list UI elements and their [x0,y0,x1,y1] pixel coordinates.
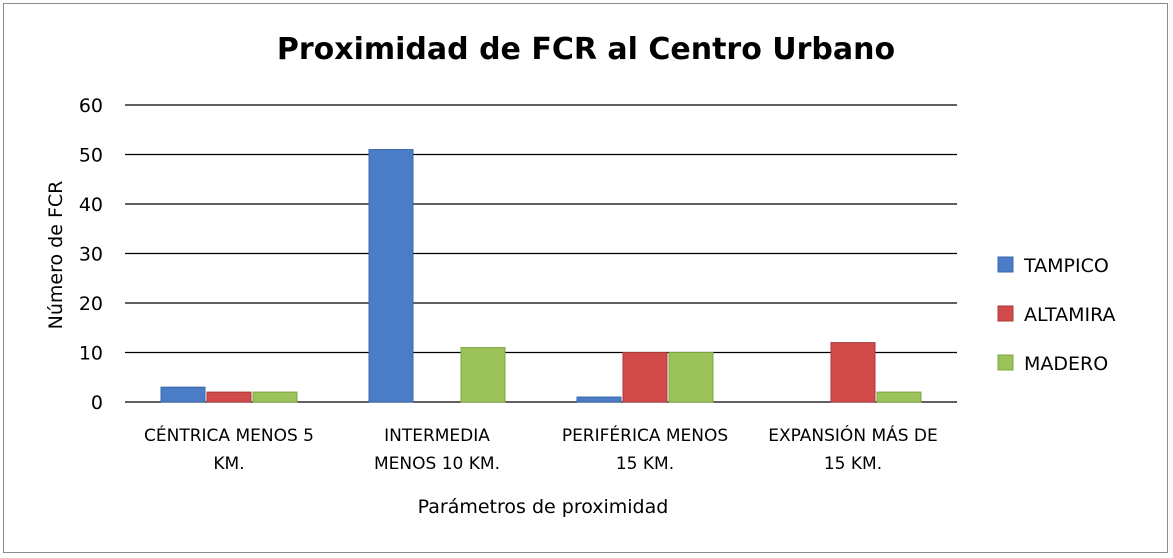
bar-madero [252,391,298,403]
x-axis-title: Parámetros de proximidad [418,496,669,518]
legend-label-madero: MADERO [1024,353,1108,375]
bar-altamira [622,352,668,403]
bar-madero [668,352,714,403]
y-tick-label: 20 [79,293,103,315]
y-axis-title: Número de FCR [45,181,67,330]
bar-altamira [206,391,252,403]
y-tick-label: 0 [91,392,103,414]
y-tick-label: 60 [79,95,103,117]
x-axis-categories: CÉNTRICA MENOS 5 KM. INTERMEDIA MENOS 10 KM… [144,424,938,474]
bar-madero [460,347,506,403]
legend-label-tampico: TAMPICO [1023,255,1109,277]
legend-swatch-tampico [997,256,1014,273]
x-category-label: MENOS 10 KM. [374,454,500,474]
x-category-label: PERIFÉRICA MENOS [562,424,728,446]
y-axis-ticks: 0 10 20 30 40 50 60 [79,95,103,414]
x-category-label: 15 KM. [824,454,882,474]
y-tick-label: 50 [79,145,103,167]
bar-madero [876,391,922,403]
bar-altamira [830,342,876,403]
chart-frame [3,3,1168,553]
bar-tampico [160,386,206,403]
bars [160,149,922,403]
legend-swatch-madero [997,354,1014,371]
y-tick-label: 30 [79,244,103,266]
bar-tampico [576,396,622,403]
x-category-label: KM. [213,454,244,474]
x-category-label: CÉNTRICA MENOS 5 [144,424,314,446]
x-category-label: 15 KM. [616,454,674,474]
legend: TAMPICO ALTAMIRA MADERO [997,255,1116,375]
chart-title: Proximidad de FCR al Centro Urbano [277,32,895,67]
y-tick-label: 10 [79,343,103,365]
bar-tampico [368,149,414,403]
x-category-label: INTERMEDIA [384,426,490,446]
legend-swatch-altamira [997,305,1014,322]
y-tick-label: 40 [79,194,103,216]
x-category-label: EXPANSIÓN MÁS DE [768,424,938,446]
legend-label-altamira: ALTAMIRA [1024,304,1116,326]
